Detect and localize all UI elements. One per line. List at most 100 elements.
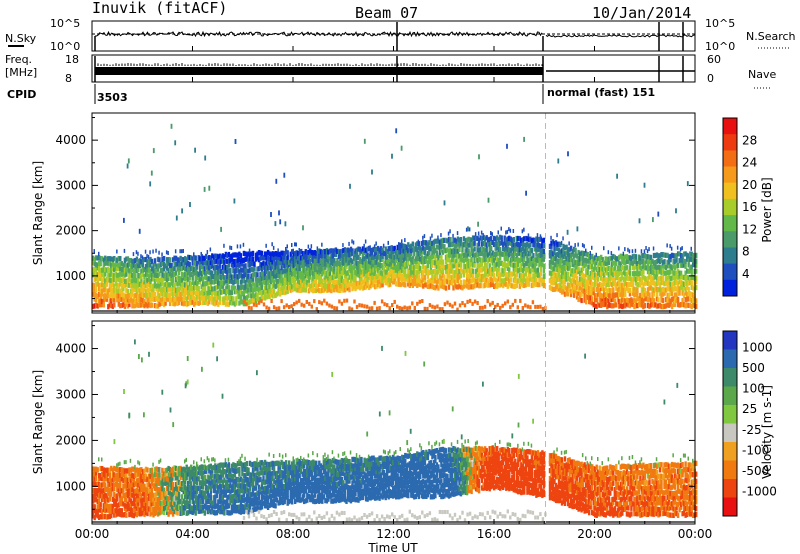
power-scatter-cell bbox=[283, 268, 286, 274]
power-edge-fleck bbox=[482, 233, 484, 238]
power-scatter-cell bbox=[643, 253, 647, 259]
power-scatter-cell bbox=[93, 256, 96, 263]
power-scatter-cell bbox=[168, 271, 172, 277]
power-scatter-cell bbox=[591, 253, 594, 259]
power-scatter-cell bbox=[280, 260, 283, 266]
power-scatter-cell bbox=[303, 267, 306, 273]
power-scatter-cell bbox=[399, 272, 402, 278]
power-scatter-cell bbox=[523, 266, 526, 272]
velocity-scatter-cell bbox=[132, 477, 136, 483]
power-scatter-cell bbox=[185, 296, 188, 302]
power-ground-scatter bbox=[516, 305, 519, 310]
power-scatter-cell bbox=[104, 266, 107, 273]
power-scatter-cell bbox=[557, 259, 561, 265]
velocity-scatter-cell bbox=[193, 480, 196, 486]
power-ground-scatter bbox=[250, 306, 253, 311]
power-scatter-cell bbox=[577, 266, 580, 272]
power-scatter-cell bbox=[245, 256, 249, 262]
power-scatter-cell bbox=[594, 281, 597, 287]
power-scatter-cell bbox=[583, 273, 586, 280]
power-scatter-cell bbox=[331, 267, 335, 273]
power-ground-scatter bbox=[318, 300, 321, 305]
power-scatter-cell bbox=[150, 296, 154, 302]
power-scatter-cell bbox=[580, 250, 583, 256]
power-scatter-cell bbox=[196, 264, 199, 270]
power-scatter-cell bbox=[588, 299, 591, 305]
power-scatter-cell bbox=[132, 269, 136, 275]
power-scatter-cell bbox=[470, 284, 473, 290]
power-scatter-cell bbox=[140, 292, 143, 298]
power-scatter-cell bbox=[104, 271, 107, 277]
power-scatter-cell bbox=[125, 256, 128, 262]
power-scatter-cell bbox=[417, 255, 420, 261]
power-scatter-cell bbox=[523, 253, 526, 259]
power-scatter-cell bbox=[575, 259, 579, 265]
power-scatter-cell bbox=[527, 281, 531, 287]
power-scatter-cell bbox=[467, 248, 470, 254]
power-scatter-cell bbox=[322, 261, 325, 267]
power-scatter-cell bbox=[640, 253, 644, 259]
power-scatter-cell bbox=[615, 285, 618, 291]
velocity-scatter-cell bbox=[140, 502, 143, 508]
power-scatter-cell bbox=[245, 274, 249, 280]
power-scatter-cell bbox=[648, 285, 651, 291]
power-scatter-cell bbox=[101, 302, 104, 308]
power-scatter-cell bbox=[376, 267, 380, 273]
power-scatter-cell bbox=[177, 275, 181, 281]
velocity-scatter-cell bbox=[99, 493, 102, 499]
power-scatter-cell bbox=[597, 302, 600, 308]
power-scatter-cell bbox=[609, 256, 612, 262]
power-scatter-cell bbox=[393, 245, 396, 251]
power-scatter-cell bbox=[396, 261, 399, 267]
power-scatter-cell bbox=[505, 263, 508, 269]
power-scatter-cell bbox=[562, 243, 565, 249]
power-sparse-point bbox=[686, 181, 689, 187]
power-scatter-cell bbox=[548, 260, 552, 266]
power-scatter-cell bbox=[464, 252, 467, 258]
velocity-scatter-cell bbox=[211, 483, 214, 489]
power-scatter-cell bbox=[318, 274, 321, 280]
power-scatter-cell bbox=[392, 246, 395, 252]
power-scatter-cell bbox=[184, 282, 187, 288]
power-scatter-cell bbox=[468, 278, 472, 284]
power-scatter-cell bbox=[499, 277, 502, 283]
velocity-scatter-cell bbox=[209, 494, 212, 501]
power-scatter-cell bbox=[609, 293, 612, 299]
power-scatter-cell bbox=[384, 251, 387, 257]
power-scatter-cell bbox=[123, 272, 127, 278]
power-scatter-cell bbox=[484, 282, 487, 288]
power-scatter-cell bbox=[96, 281, 99, 287]
velocity-scatter-cell bbox=[110, 503, 113, 509]
velocity-edge-fleck bbox=[98, 457, 100, 462]
power-scatter-cell bbox=[673, 285, 677, 292]
power-scatter-cell bbox=[526, 253, 529, 259]
power-ground-scatter bbox=[265, 305, 268, 310]
power-scatter-cell bbox=[559, 267, 562, 273]
velocity-scatter-cell bbox=[116, 511, 119, 517]
power-scatter-cell bbox=[224, 251, 228, 257]
power-scatter-cell bbox=[171, 300, 175, 307]
power-scatter-cell bbox=[539, 248, 543, 254]
power-scatter-cell bbox=[425, 270, 428, 276]
power-scatter-cell bbox=[337, 279, 341, 285]
power-scatter-cell bbox=[621, 271, 624, 278]
power-scatter-cell bbox=[211, 273, 214, 279]
power-scatter-cell bbox=[333, 279, 336, 285]
power-scatter-cell bbox=[398, 245, 401, 251]
velocity-scatter-cell bbox=[116, 508, 119, 514]
velocity-scatter-cell bbox=[102, 497, 105, 503]
power-scatter-cell bbox=[657, 257, 660, 264]
power-scatter-cell bbox=[612, 271, 615, 278]
power-scatter-cell bbox=[107, 272, 110, 278]
power-scatter-cell bbox=[565, 260, 568, 267]
power-scatter-cell bbox=[179, 281, 182, 287]
power-scatter-cell bbox=[449, 263, 452, 269]
power-scatter-cell bbox=[419, 281, 422, 287]
power-edge-fleck bbox=[447, 231, 450, 236]
velocity-scatter-cell bbox=[179, 505, 182, 512]
velocity-scatter-cell bbox=[171, 511, 175, 517]
power-scatter-cell bbox=[156, 297, 160, 303]
power-colorbar-segment bbox=[723, 263, 737, 281]
power-scatter-cell bbox=[598, 298, 601, 304]
power-scatter-cell bbox=[506, 251, 509, 257]
